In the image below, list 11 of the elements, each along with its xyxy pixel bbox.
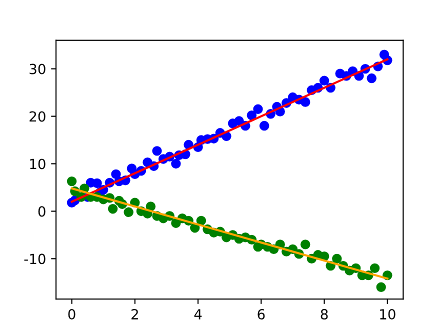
x-tick-label: 10 <box>380 309 396 320</box>
x-tick-label: 0 <box>68 309 76 320</box>
y-tick-label: 20 <box>30 111 46 122</box>
x-tick-label: 6 <box>258 309 265 320</box>
x-tick-label: 4 <box>194 309 202 320</box>
y-tick-label: 10 <box>30 158 46 170</box>
x-tick-label: 8 <box>320 309 328 320</box>
y-tick-label: -10 <box>24 254 46 264</box>
x-tick-label: 2 <box>132 309 138 320</box>
y-tick-label: 0 <box>38 206 46 217</box>
y-tick-label: 30 <box>30 64 46 74</box>
